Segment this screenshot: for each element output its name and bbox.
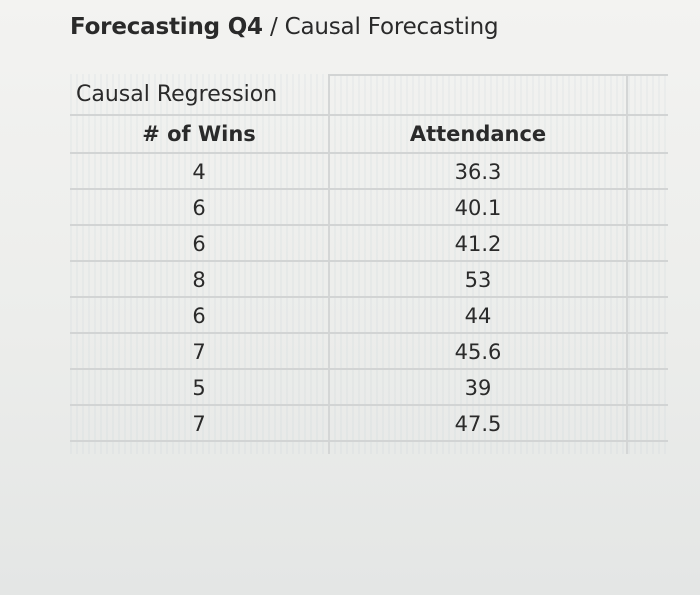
row-border	[70, 404, 668, 406]
row-border	[70, 114, 668, 116]
cell-wins: 7	[192, 412, 206, 436]
cell-attendance: 41.2	[454, 232, 502, 256]
cell-attendance: 36.3	[454, 160, 502, 184]
cell-attendance: 44	[464, 304, 492, 328]
spreadsheet-background	[70, 74, 670, 454]
page-title: Forecasting Q4 / Causal Forecasting	[70, 14, 499, 40]
cell-attendance: 47.5	[454, 412, 502, 436]
row-border	[70, 296, 668, 298]
header-wins: # of Wins	[142, 122, 256, 146]
cell-attendance: 45.6	[454, 340, 502, 364]
row-border	[70, 368, 668, 370]
row-border	[328, 74, 668, 76]
table-subtitle: Causal Regression	[76, 82, 278, 107]
cell-wins: 6	[192, 304, 206, 328]
title-bold: Forecasting Q4	[70, 14, 263, 40]
row-border	[70, 260, 668, 262]
cell-attendance: 53	[464, 268, 492, 292]
cell-wins: 6	[192, 196, 206, 220]
cell-wins: 8	[192, 268, 206, 292]
cell-attendance: 40.1	[454, 196, 502, 220]
cell-wins: 5	[192, 376, 206, 400]
cell-wins: 6	[192, 232, 206, 256]
cell-wins: 4	[192, 160, 206, 184]
column-divider	[626, 74, 628, 454]
cell-attendance: 39	[464, 376, 492, 400]
header-attendance: Attendance	[409, 122, 547, 146]
title-rest: / Causal Forecasting	[262, 14, 499, 40]
row-border	[70, 152, 668, 154]
row-border	[70, 440, 668, 442]
cell-wins: 7	[192, 340, 206, 364]
row-border	[70, 224, 668, 226]
column-divider	[328, 74, 330, 454]
row-border	[70, 332, 668, 334]
row-border	[70, 188, 668, 190]
